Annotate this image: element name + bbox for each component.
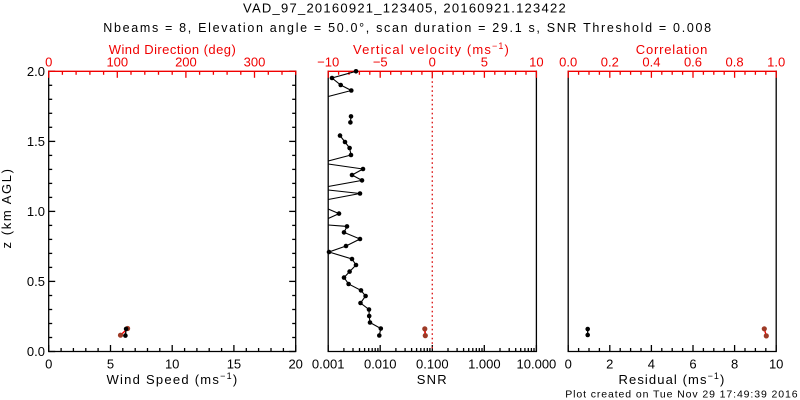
svg-text:6: 6: [689, 357, 696, 372]
svg-text:0: 0: [45, 55, 52, 70]
svg-text:−5: −5: [373, 55, 388, 70]
svg-text:2.0: 2.0: [27, 64, 45, 79]
svg-text:20: 20: [288, 357, 302, 372]
svg-text:200: 200: [175, 55, 197, 70]
svg-text:10: 10: [529, 55, 543, 70]
svg-text:300: 300: [244, 55, 266, 70]
svg-text:Wind Direction (deg): Wind Direction (deg): [109, 42, 237, 57]
svg-text:0.2: 0.2: [601, 55, 619, 70]
svg-text:0.4: 0.4: [642, 55, 660, 70]
svg-text:10: 10: [769, 357, 783, 372]
svg-text:0.6: 0.6: [684, 55, 702, 70]
svg-text:15: 15: [227, 357, 241, 372]
svg-text:Correlation: Correlation: [636, 42, 708, 57]
svg-text:Wind Speed (ms−1): Wind Speed (ms−1): [107, 371, 239, 387]
svg-text:1.0: 1.0: [767, 55, 785, 70]
svg-text:Vertical velocity (ms−1): Vertical velocity (ms−1): [353, 41, 510, 57]
svg-text:0.5: 0.5: [27, 274, 45, 289]
svg-text:0: 0: [565, 357, 572, 372]
svg-text:0: 0: [429, 55, 436, 70]
svg-text:10: 10: [165, 357, 179, 372]
svg-text:5: 5: [481, 55, 488, 70]
svg-text:z (km AGL): z (km AGL): [0, 167, 14, 248]
svg-text:0.001: 0.001: [312, 357, 345, 372]
svg-text:5: 5: [107, 357, 114, 372]
svg-text:0: 0: [45, 357, 52, 372]
svg-text:0.100: 0.100: [416, 357, 449, 372]
svg-text:Nbeams = 8, Elevation angle =: Nbeams = 8, Elevation angle = 50.0°, sca…: [103, 21, 713, 35]
svg-text:2: 2: [606, 357, 613, 372]
svg-text:10.000: 10.000: [517, 357, 557, 372]
svg-text:0.010: 0.010: [364, 357, 397, 372]
svg-text:SNR: SNR: [417, 372, 448, 387]
svg-text:1.000: 1.000: [468, 357, 501, 372]
svg-text:Residual (ms−1): Residual (ms−1): [619, 371, 726, 387]
svg-text:8: 8: [731, 357, 738, 372]
svg-text:−10: −10: [317, 55, 339, 70]
svg-text:100: 100: [106, 55, 128, 70]
svg-text:VAD_97_20160921_123405, 201609: VAD_97_20160921_123405, 20160921.123422: [243, 0, 567, 15]
svg-text:1.5: 1.5: [27, 134, 45, 149]
svg-text:0.0: 0.0: [27, 344, 45, 359]
svg-text:0.0: 0.0: [559, 55, 577, 70]
svg-text:Plot created on Tue Nov 29 17:: Plot created on Tue Nov 29 17:49:39 2016: [565, 389, 798, 400]
svg-text:1.0: 1.0: [27, 204, 45, 219]
svg-text:4: 4: [648, 357, 655, 372]
svg-text:0.8: 0.8: [726, 55, 744, 70]
